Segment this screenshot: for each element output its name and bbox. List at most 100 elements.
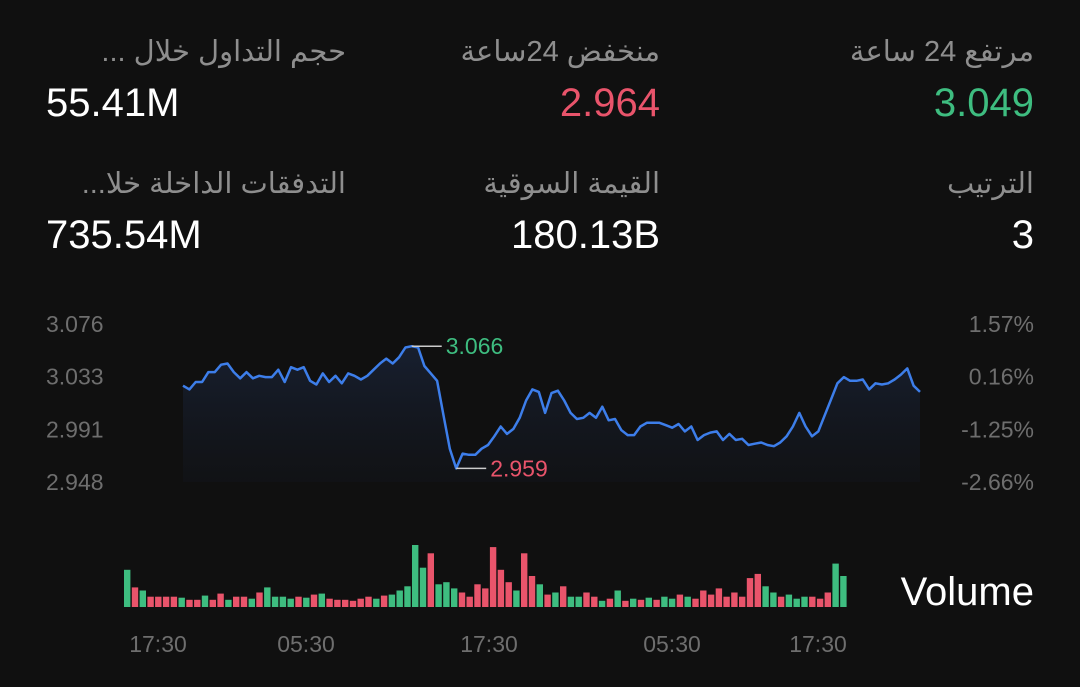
volume-bar: [723, 596, 730, 607]
volume-bar: [349, 600, 357, 607]
volume-bar: [170, 596, 178, 607]
volume-bar: [155, 596, 162, 607]
volume-bar: [139, 590, 146, 607]
volume-bar: [591, 596, 598, 607]
volume-bar: [614, 590, 621, 607]
volume-bar: [201, 595, 209, 607]
market-cap-stat: القيمة السوقية 180.13B: [420, 166, 660, 258]
volume-bar: [225, 599, 232, 607]
volume-bar: [412, 545, 419, 607]
volume-bar: [396, 590, 403, 607]
volume-bar: [754, 573, 761, 607]
volume-bar: [832, 563, 839, 607]
x-tick-label: 17:30: [789, 631, 847, 657]
high-24h-value: 3.049: [933, 81, 1034, 125]
volume-bar: [785, 594, 793, 607]
volume-bar: [256, 592, 263, 607]
volume-bar: [365, 596, 372, 607]
volume-bar: [583, 592, 590, 607]
volume-bar: [622, 600, 629, 607]
market-cap-value: 180.13B: [510, 213, 660, 257]
volume-bar: [334, 599, 341, 607]
volume-bar: [482, 588, 489, 607]
volume-bar: [279, 596, 287, 607]
y-right-tick-label: -1.25%: [961, 416, 1034, 442]
volume-label: Volume: [901, 570, 1034, 614]
high-24h-stat: مرتفع 24 ساعة 3.049: [850, 34, 1034, 126]
x-tick-label: 05:30: [277, 631, 335, 657]
volume-bar: [474, 584, 481, 607]
x-tick-label: 05:30: [643, 631, 701, 657]
y-right-tick-label: 1.57%: [969, 311, 1034, 337]
low-24h-value: 2.964: [559, 81, 660, 125]
volume-bar: [668, 598, 676, 607]
volume-bar: [240, 596, 248, 607]
volume-bar: [419, 567, 427, 607]
volume-bar: [209, 599, 216, 607]
volume-bar: [186, 599, 193, 607]
low-24h-label: منخفض 24ساعة: [460, 36, 660, 68]
volume-bars: [124, 545, 847, 607]
volume-bar: [692, 598, 699, 607]
volume-bar: [645, 597, 652, 607]
volume-bar: [707, 594, 715, 607]
volume-bar: [653, 599, 660, 607]
volume-bar: [264, 587, 271, 607]
volume-bar: [801, 596, 808, 607]
volume-bar: [598, 600, 606, 607]
volume-bar: [575, 596, 582, 607]
volume-bar: [342, 599, 349, 607]
volume-bar: [513, 590, 520, 607]
volume-bar: [373, 598, 380, 607]
volume-bar: [162, 596, 170, 607]
volume-bar: [458, 592, 466, 607]
volume-bar: [295, 596, 302, 607]
volume-bar: [497, 569, 505, 607]
volume-bar: [731, 592, 738, 607]
volume-24h-value: 55.41M: [46, 81, 180, 125]
x-axis: 17:30 05:30 17:30 05:30 17:30: [129, 631, 847, 657]
volume-bar: [552, 592, 559, 607]
volume-bar: [762, 586, 769, 607]
rank-value: 3: [1011, 213, 1034, 257]
y-tick-label: 3.076: [46, 311, 104, 337]
volume-bar: [435, 584, 442, 607]
volume-bar: [124, 569, 131, 607]
market-cap-label: القيمة السوقية: [483, 168, 660, 200]
volume-bar: [606, 598, 614, 607]
volume-bar: [287, 598, 294, 607]
volume-bar: [793, 598, 800, 607]
volume-bar: [326, 598, 333, 607]
volume-bar: [427, 553, 434, 607]
volume-bar: [404, 586, 411, 607]
volume-bar: [770, 592, 777, 607]
volume-bar: [489, 547, 497, 607]
volume-bar: [661, 596, 668, 607]
volume-bar: [233, 596, 240, 607]
volume-bar: [505, 582, 512, 607]
price-area: [183, 346, 920, 482]
volume-bar: [528, 576, 536, 607]
volume-bar: [824, 592, 831, 607]
volume-bar: [840, 576, 847, 607]
inflows-label: التدفقات الداخلة خلا...: [81, 168, 346, 200]
volume-bar: [131, 587, 139, 607]
volume-24h-stat: حجم التداول خلال ... 55.41M: [46, 34, 346, 126]
volume-bar: [637, 599, 645, 607]
volume-bar: [521, 553, 528, 607]
volume-bar: [816, 598, 824, 607]
volume-bar: [560, 586, 567, 607]
x-tick-label: 17:30: [129, 631, 187, 657]
volume-bar: [715, 588, 723, 607]
volume-bar: [318, 593, 325, 607]
y-axis-left: 3.076 3.033 2.991 2.948: [46, 311, 104, 495]
volume-bar: [357, 598, 364, 607]
y-tick-label: 3.033: [46, 364, 104, 390]
high-24h-label: مرتفع 24 ساعة: [849, 36, 1034, 68]
volume-bar: [380, 595, 388, 607]
volume-bar: [194, 599, 201, 607]
volume-bar: [684, 596, 691, 607]
volume-bar: [443, 582, 450, 607]
x-tick-label: 17:30: [460, 631, 518, 657]
